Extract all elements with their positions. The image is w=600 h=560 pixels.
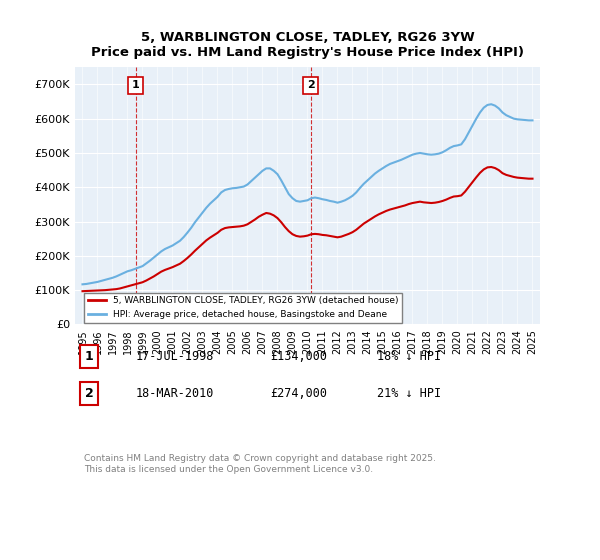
- Text: 2: 2: [307, 80, 314, 90]
- Text: 2: 2: [85, 386, 94, 399]
- Title: 5, WARBLINGTON CLOSE, TADLEY, RG26 3YW
Price paid vs. HM Land Registry's House P: 5, WARBLINGTON CLOSE, TADLEY, RG26 3YW P…: [91, 31, 524, 59]
- Text: £134,000: £134,000: [270, 350, 328, 363]
- Text: 18-MAR-2010: 18-MAR-2010: [136, 386, 214, 399]
- Text: 21% ↓ HPI: 21% ↓ HPI: [377, 386, 442, 399]
- Text: £274,000: £274,000: [270, 386, 328, 399]
- Legend: 5, WARBLINGTON CLOSE, TADLEY, RG26 3YW (detached house), HPI: Average price, det: 5, WARBLINGTON CLOSE, TADLEY, RG26 3YW (…: [84, 293, 402, 323]
- Text: 17-JUL-1998: 17-JUL-1998: [136, 350, 214, 363]
- Text: 18% ↓ HPI: 18% ↓ HPI: [377, 350, 442, 363]
- Text: Contains HM Land Registry data © Crown copyright and database right 2025.
This d: Contains HM Land Registry data © Crown c…: [84, 454, 436, 474]
- Text: 1: 1: [85, 350, 94, 363]
- Text: 1: 1: [132, 80, 139, 90]
